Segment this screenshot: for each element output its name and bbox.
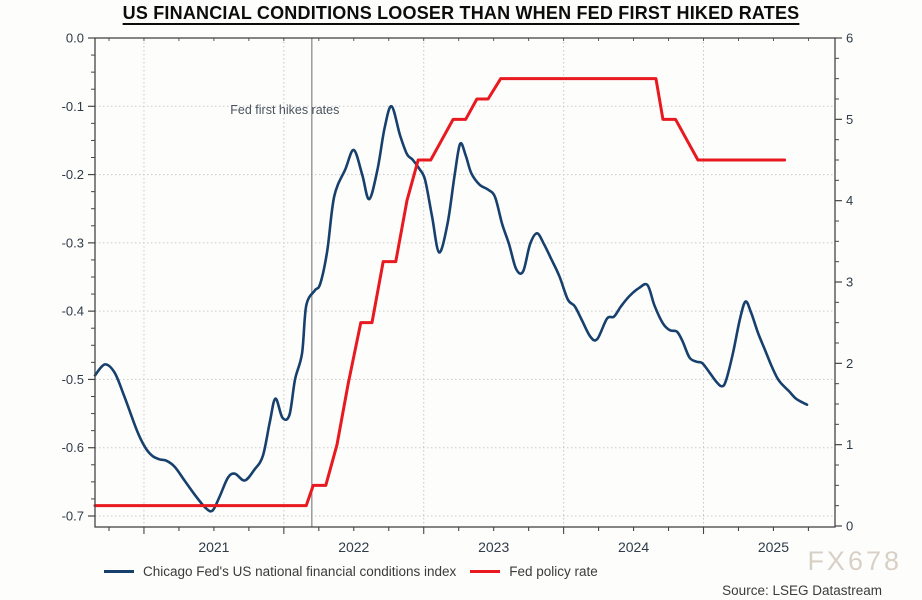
svg-text:-0.2: -0.2 bbox=[62, 167, 84, 182]
svg-text:0: 0 bbox=[846, 519, 853, 534]
svg-text:2021: 2021 bbox=[198, 539, 229, 555]
legend-item-policy-rate: Fed policy rate bbox=[470, 564, 598, 579]
left-axis: 0.0 -0.1 -0.2 -0.3 -0.4 -0.5 -0.6 -0.7 bbox=[62, 31, 95, 524]
svg-text:2025: 2025 bbox=[758, 539, 789, 555]
annotation-fed-first-hikes: Fed first hikes rates bbox=[230, 103, 339, 117]
right-axis: 6 5 4 3 2 1 0 bbox=[835, 31, 853, 534]
svg-text:-0.5: -0.5 bbox=[62, 372, 84, 387]
svg-text:-0.6: -0.6 bbox=[62, 440, 84, 455]
svg-text:4: 4 bbox=[846, 193, 853, 208]
legend-label-policy-rate: Fed policy rate bbox=[509, 564, 598, 579]
plot-frame bbox=[94, 37, 836, 528]
svg-text:2022: 2022 bbox=[338, 539, 369, 555]
x-axis: 2021 2022 2023 2024 2025 bbox=[108, 38, 809, 555]
svg-text:1: 1 bbox=[846, 437, 853, 452]
svg-text:0.0: 0.0 bbox=[66, 31, 84, 46]
source-attribution: Source: LSEG Datastream bbox=[722, 583, 882, 598]
svg-text:3: 3 bbox=[846, 275, 853, 290]
svg-text:6: 6 bbox=[846, 31, 853, 46]
gridlines bbox=[95, 38, 835, 527]
chart-legend: Chicago Fed's US national financial cond… bbox=[104, 564, 598, 579]
svg-text:-0.1: -0.1 bbox=[62, 99, 84, 114]
legend-label-nfci: Chicago Fed's US national financial cond… bbox=[143, 564, 457, 579]
nfci-line bbox=[93, 104, 809, 513]
watermark: FX678 bbox=[807, 546, 902, 576]
policy-rate-line bbox=[93, 77, 787, 508]
svg-text:-0.7: -0.7 bbox=[62, 509, 84, 524]
svg-text:-0.3: -0.3 bbox=[62, 235, 84, 250]
nfci-line-swatch bbox=[104, 570, 134, 573]
svg-text:2024: 2024 bbox=[618, 539, 649, 555]
svg-text:2: 2 bbox=[846, 356, 853, 371]
policy-rate-swatch bbox=[470, 570, 501, 573]
svg-text:5: 5 bbox=[846, 112, 853, 127]
chart-title: US FINANCIAL CONDITIONS LOOSER THAN WHEN… bbox=[122, 3, 800, 23]
svg-text:2023: 2023 bbox=[478, 539, 509, 555]
svg-text:-0.4: -0.4 bbox=[62, 304, 84, 319]
legend-item-nfci: Chicago Fed's US national financial cond… bbox=[104, 564, 456, 579]
